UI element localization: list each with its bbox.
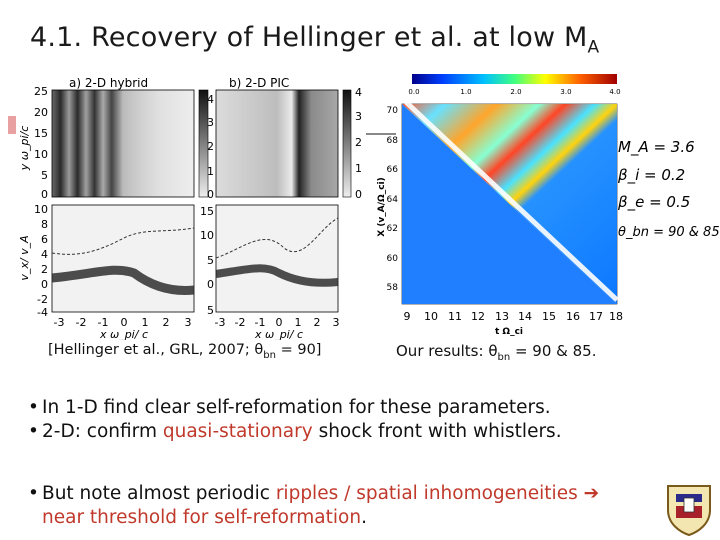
- svg-text:4: 4: [355, 86, 362, 99]
- pic-density-panel: [215, 89, 339, 198]
- svg-text:10: 10: [424, 310, 438, 323]
- hybrid-pic-figure: a) 2-D hybrid b) 2-D PIC 25 20 15 10 5 0…: [18, 78, 362, 340]
- svg-text:-2: -2: [76, 316, 87, 329]
- svg-text:-2: -2: [37, 293, 48, 306]
- svg-text:58: 58: [387, 283, 399, 293]
- svg-text:-1: -1: [255, 316, 266, 329]
- svg-text:5: 5: [41, 169, 48, 182]
- svg-text:15: 15: [200, 205, 214, 218]
- svg-text:1: 1: [207, 165, 214, 178]
- slide-title: 4.1. Recovery of Hellinger et al. at low…: [30, 22, 600, 58]
- university-crest-icon: [667, 485, 711, 536]
- svg-text:-1: -1: [98, 316, 109, 329]
- svg-text:1: 1: [142, 316, 149, 329]
- panel-a-title: a) 2-D hybrid: [69, 78, 148, 90]
- svg-text:20: 20: [34, 106, 48, 119]
- svg-text:17: 17: [589, 310, 603, 323]
- svg-text:3: 3: [207, 116, 214, 129]
- svg-text:10: 10: [34, 148, 48, 161]
- svg-text:9: 9: [404, 310, 411, 323]
- svg-text:β_e = 0.5: β_e = 0.5: [617, 193, 690, 212]
- svg-text:X (v_A/Ω_ci): X (v_A/Ω_ci): [377, 177, 387, 237]
- svg-text:0: 0: [41, 278, 48, 291]
- svg-text:2: 2: [41, 263, 48, 276]
- svg-text:4: 4: [207, 93, 214, 106]
- colorbar-left: [198, 89, 209, 198]
- svg-text:1.0: 1.0: [460, 88, 471, 96]
- svg-text:3.0: 3.0: [560, 88, 571, 96]
- svg-text:13: 13: [495, 310, 509, 323]
- hybrid-density-panel: [51, 89, 195, 198]
- edge-marker: [8, 116, 16, 134]
- svg-text:0.0: 0.0: [408, 88, 419, 96]
- svg-text:3: 3: [333, 316, 340, 329]
- svg-text:10: 10: [200, 229, 214, 242]
- svg-text:8: 8: [41, 218, 48, 231]
- svg-text:3: 3: [355, 110, 362, 123]
- svg-text:0: 0: [41, 188, 48, 201]
- svg-text:6: 6: [41, 233, 48, 246]
- svg-text:4: 4: [41, 248, 48, 261]
- svg-text:v_x/ v_A: v_x/ v_A: [18, 235, 31, 280]
- svg-text:68: 68: [387, 136, 399, 146]
- svg-text:18: 18: [609, 310, 623, 323]
- svg-text:15: 15: [542, 310, 556, 323]
- svg-text:1: 1: [295, 316, 302, 329]
- svg-text:2: 2: [207, 140, 214, 153]
- bullet-2d-stationary: 2-D: confirm quasi-stationary shock fron…: [28, 420, 562, 444]
- svg-text:62: 62: [387, 224, 398, 234]
- bullet-group-2: But note almost periodic ripples / spati…: [28, 482, 599, 530]
- bullet-group-1: In 1-D find clear self-reformation for t…: [28, 396, 562, 444]
- svg-text:t Ω_ci: t Ω_ci: [495, 327, 523, 337]
- svg-text:θ_bn = 90 & 85°: θ_bn = 90 & 85°: [618, 225, 720, 240]
- bullet-ripples-cont: near threshold for self-reformation.: [42, 507, 367, 528]
- right-caption: Our results: θbn = 90 & 85.: [396, 342, 597, 363]
- colorbar: [412, 74, 617, 84]
- svg-text:66: 66: [387, 165, 399, 175]
- svg-text:5: 5: [207, 254, 214, 267]
- svg-text:64: 64: [387, 195, 399, 205]
- svg-text:2.0: 2.0: [510, 88, 521, 96]
- svg-text:4.0: 4.0: [609, 88, 620, 96]
- svg-text:0: 0: [276, 316, 283, 329]
- svg-text:-3: -3: [215, 316, 226, 329]
- svg-text:β_i = 0.2: β_i = 0.2: [617, 166, 685, 185]
- shock-stackplot-figure: 0.0 1.0 2.0 3.0 4.0 70 68 66 64 62 60 58…: [366, 74, 720, 337]
- svg-text:M_A = 3.6: M_A = 3.6: [618, 138, 695, 157]
- arrow-right-icon: ➔: [583, 483, 600, 504]
- svg-text:0: 0: [207, 188, 214, 201]
- svg-text:16: 16: [566, 310, 580, 323]
- svg-text:-4: -4: [37, 306, 48, 319]
- panel-b-title: b) 2-D PIC: [229, 78, 289, 90]
- svg-text:60: 60: [387, 254, 399, 264]
- svg-text:2: 2: [355, 136, 362, 149]
- svg-text:2: 2: [314, 316, 321, 329]
- left-caption: [Hellinger et al., GRL, 2007; θbn = 90]: [48, 342, 322, 361]
- svg-text:70: 70: [387, 106, 399, 116]
- svg-text:2: 2: [163, 316, 170, 329]
- svg-text:5: 5: [207, 304, 214, 317]
- bullet-ripples: But note almost periodic ripples / spati…: [28, 482, 599, 506]
- svg-text:0: 0: [207, 278, 214, 291]
- svg-text:3: 3: [185, 316, 192, 329]
- svg-text:11: 11: [448, 310, 462, 323]
- svg-text:0: 0: [121, 316, 128, 329]
- svg-text:10: 10: [34, 203, 48, 216]
- svg-text:-3: -3: [54, 316, 65, 329]
- hybrid-phase-panel: [51, 204, 195, 313]
- svg-text:x ω_pi/ c: x ω_pi/ c: [254, 328, 303, 340]
- svg-text:14: 14: [518, 310, 532, 323]
- svg-text:0: 0: [355, 188, 362, 201]
- bullet-1d-reformation: In 1-D find clear self-reformation for t…: [28, 396, 562, 420]
- svg-text:x ω_pi/ c: x ω_pi/ c: [99, 328, 148, 340]
- pic-phase-panel: [215, 204, 339, 313]
- svg-text:1: 1: [355, 162, 362, 175]
- svg-text:25: 25: [34, 85, 48, 98]
- svg-text:12: 12: [471, 310, 485, 323]
- colorbar-right: [342, 89, 352, 198]
- svg-text:-2: -2: [235, 316, 246, 329]
- svg-text:y ω_pi/c: y ω_pi/c: [18, 126, 31, 172]
- svg-text:15: 15: [34, 127, 48, 140]
